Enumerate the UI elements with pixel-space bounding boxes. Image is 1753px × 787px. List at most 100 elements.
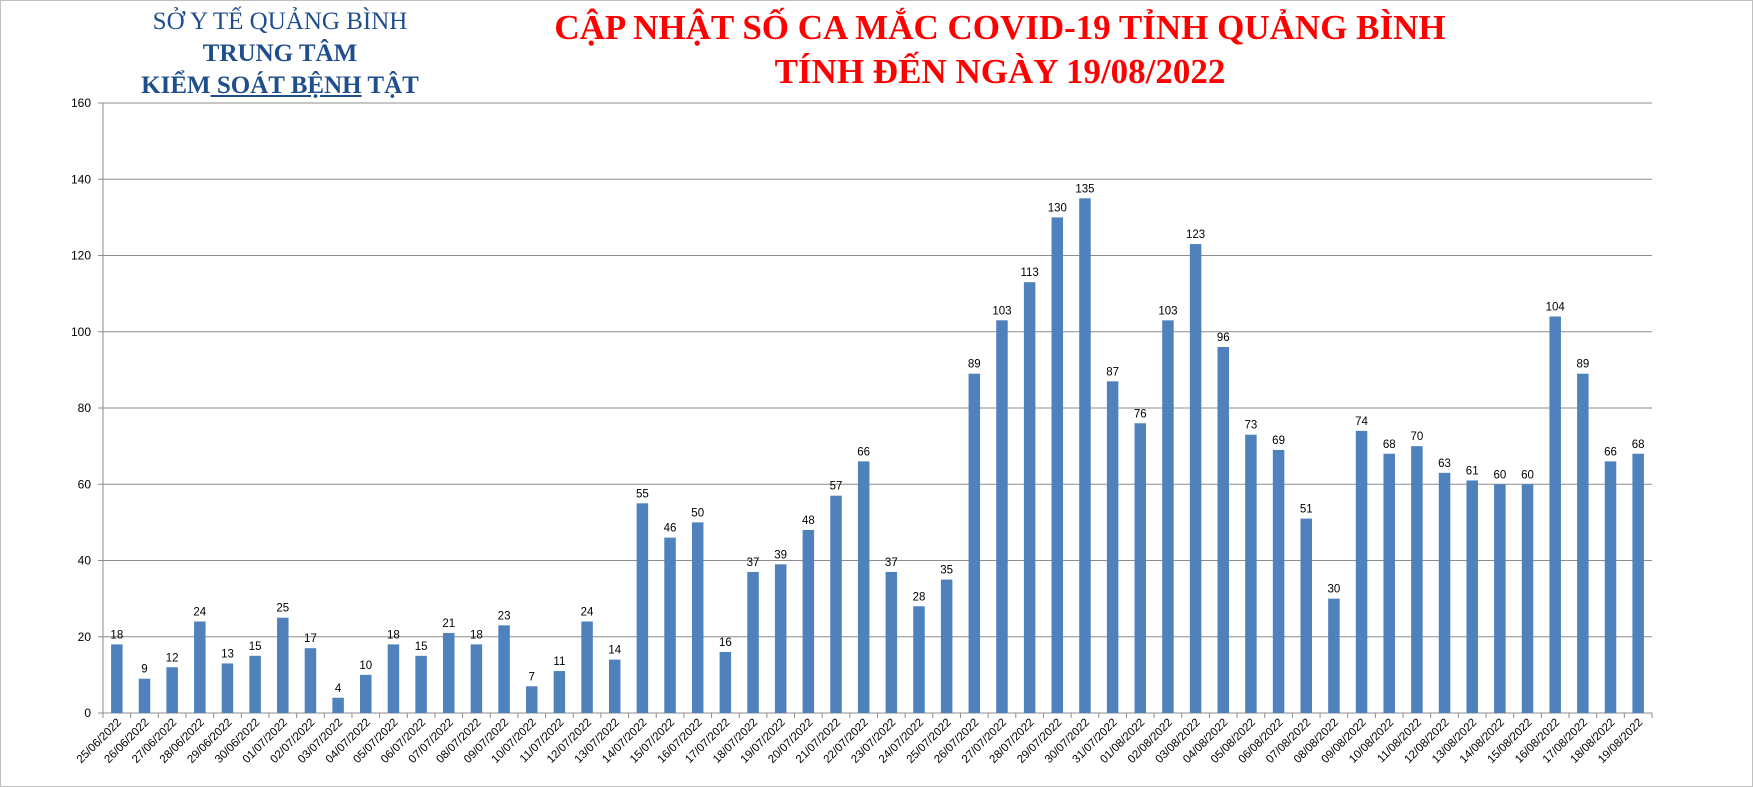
bar: [111, 644, 123, 713]
bar: [885, 571, 898, 713]
data-label: 135: [1075, 183, 1094, 195]
data-label: 28: [913, 591, 926, 603]
bar: [913, 606, 925, 713]
bar: [1079, 198, 1091, 713]
bar: [1023, 282, 1036, 713]
bar: [1494, 484, 1506, 713]
data-label: 103: [992, 305, 1011, 317]
data-label: 69: [1272, 435, 1285, 447]
data-label: 17: [304, 633, 317, 645]
bar: [1245, 434, 1257, 713]
bar: [1355, 430, 1368, 713]
page-title: CẬP NHẬT SỐ CA MẮC COVID-19 TỈNH QUẢNG B…: [470, 6, 1530, 94]
bar: [664, 537, 676, 713]
y-tick-label: 160: [71, 96, 91, 110]
data-label: 16: [719, 637, 732, 649]
bar: [1577, 373, 1589, 713]
data-label: 18: [387, 629, 400, 641]
data-label: 57: [830, 481, 843, 493]
y-tick-label: 80: [78, 401, 92, 415]
bar: [1549, 316, 1561, 713]
data-label: 87: [1106, 366, 1119, 378]
data-label: 18: [470, 629, 483, 641]
bar: [1383, 453, 1395, 713]
bar: [608, 659, 621, 713]
bar: [1189, 244, 1202, 713]
data-label: 24: [581, 607, 594, 619]
data-label: 30: [1328, 584, 1341, 596]
bar: [774, 564, 787, 713]
bar: [802, 530, 815, 713]
data-label: 39: [774, 549, 787, 561]
y-tick-label: 120: [71, 249, 91, 263]
bar: [525, 686, 538, 713]
bar: [940, 579, 953, 713]
bar: [166, 667, 178, 713]
data-label: 89: [1576, 359, 1589, 371]
org-name-part-1: KIỂM: [141, 72, 211, 99]
bar: [719, 652, 732, 713]
bar: [360, 674, 372, 713]
bar: [996, 320, 1008, 713]
data-label: 60: [1493, 469, 1506, 481]
bar: [443, 632, 455, 713]
y-tick-label: 40: [78, 554, 92, 568]
data-label: 61: [1466, 465, 1479, 477]
data-label: 9: [141, 664, 147, 676]
data-label: 50: [691, 507, 704, 519]
bar: [1438, 472, 1451, 713]
bar: [1466, 480, 1478, 713]
data-label: 37: [885, 557, 898, 569]
data-label: 48: [802, 515, 815, 527]
data-label: 113: [1020, 267, 1038, 279]
y-tick-label: 20: [78, 630, 92, 644]
bar: [691, 522, 704, 713]
bar: [1051, 217, 1064, 713]
bar: [470, 644, 483, 713]
data-label: 68: [1383, 439, 1396, 451]
data-label: 123: [1186, 229, 1205, 241]
bar: [304, 648, 317, 713]
data-label: 63: [1438, 458, 1451, 470]
data-label: 60: [1521, 469, 1534, 481]
bar: [277, 617, 289, 713]
bar: [857, 461, 870, 713]
data-label: 7: [529, 671, 535, 683]
y-tick-label: 100: [71, 325, 91, 339]
data-label: 11: [553, 656, 565, 668]
org-name-part-2: SOÁT BỆNH: [210, 72, 362, 99]
data-label: 68: [1632, 439, 1645, 451]
data-label: 13: [221, 648, 234, 660]
org-department: SỞ Y TẾ QUẢNG BÌNH: [152, 8, 408, 35]
bar: [581, 621, 593, 713]
data-label: 21: [442, 618, 455, 630]
bar: [221, 663, 234, 713]
org-center-label: TRUNG TÂM: [202, 40, 358, 67]
organization-header: SỞ Y TẾ QUẢNG BÌNH TRUNG TÂM KIỂM SOÁT B…: [95, 6, 465, 102]
bar: [1106, 381, 1119, 713]
bar: [1411, 446, 1423, 713]
bar: [830, 495, 842, 713]
title-line-2: TÍNH ĐẾN NGÀY 19/08/2022: [774, 52, 1226, 91]
y-tick-label: 140: [71, 172, 91, 186]
data-label: 74: [1355, 416, 1368, 428]
data-label: 24: [193, 607, 206, 619]
org-center-name: KIỂM SOÁT BỆNH TẬT: [95, 70, 465, 102]
bar: [332, 697, 344, 713]
data-label: 51: [1300, 504, 1313, 516]
data-label: 15: [415, 641, 428, 653]
bar: [1162, 320, 1174, 713]
bar: [1272, 449, 1285, 713]
data-label: 66: [1604, 446, 1617, 458]
data-label: 96: [1217, 332, 1230, 344]
data-label: 76: [1134, 408, 1147, 420]
data-label: 46: [664, 523, 677, 535]
data-label: 70: [1410, 431, 1423, 443]
bar: [1632, 453, 1644, 713]
data-label: 12: [166, 652, 179, 664]
data-label: 15: [249, 641, 262, 653]
data-label: 35: [940, 565, 953, 577]
bar: [553, 671, 566, 713]
data-label: 89: [968, 359, 981, 371]
data-label: 73: [1245, 420, 1258, 432]
